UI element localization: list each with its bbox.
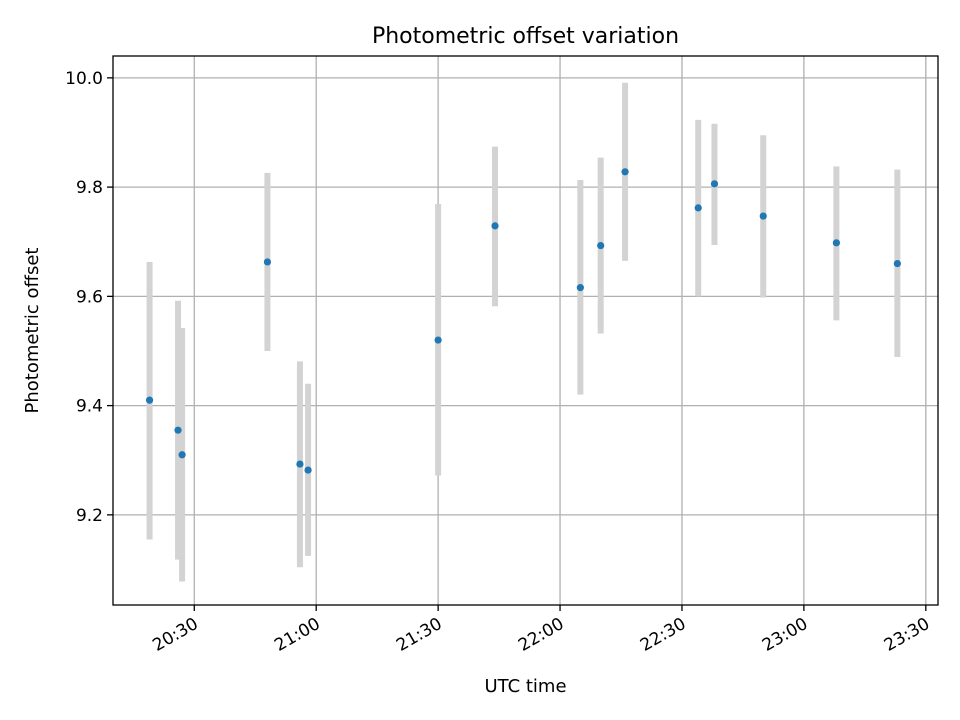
y-axis-label: Photometric offset (22, 248, 43, 414)
data-point (694, 204, 702, 212)
data-point (178, 451, 186, 459)
grid (113, 56, 938, 605)
data-point (304, 466, 312, 474)
y-tick-label: 10.0 (65, 69, 103, 89)
y-tick-label: 9.8 (76, 178, 103, 198)
data-point (576, 284, 584, 292)
x-axis-label: UTC time (484, 676, 566, 697)
data-point (759, 212, 767, 220)
data-point (174, 426, 182, 434)
y-tick-label: 9.2 (76, 506, 103, 526)
data-point (145, 396, 154, 404)
data-point (832, 239, 840, 247)
data-points (145, 168, 901, 474)
data-point (710, 180, 719, 188)
y-tick-label: 9.6 (76, 287, 103, 307)
data-point (597, 241, 605, 250)
data-point (621, 168, 629, 176)
data-point (434, 336, 442, 344)
plot-frame (112, 55, 939, 606)
data-point (491, 222, 499, 230)
data-point (893, 259, 901, 268)
y-tick-label: 9.4 (76, 397, 103, 417)
chart-title: Photometric offset variation (372, 24, 679, 49)
data-point (296, 460, 304, 468)
data-point (263, 258, 272, 266)
